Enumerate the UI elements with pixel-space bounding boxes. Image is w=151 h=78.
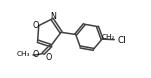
Text: O: O [32, 21, 39, 30]
Text: CH₃: CH₃ [17, 51, 30, 57]
Text: O: O [33, 50, 39, 58]
Text: Cl: Cl [117, 36, 126, 45]
Text: O: O [45, 53, 51, 62]
Text: CH₂: CH₂ [101, 34, 115, 40]
Text: N: N [50, 12, 56, 21]
